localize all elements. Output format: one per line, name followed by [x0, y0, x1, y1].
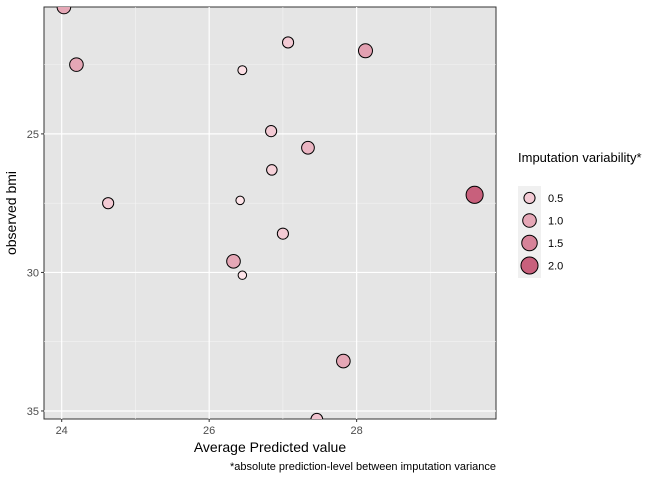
legend-key	[521, 234, 538, 252]
caption: *absolute prediction-level between imput…	[230, 461, 496, 473]
data-point	[301, 140, 315, 155]
legend-key	[523, 191, 536, 205]
data-point	[281, 36, 295, 49]
legend-title: Imputation variability*	[518, 150, 642, 165]
data-point	[237, 270, 248, 280]
legend-label: 2.0	[548, 261, 563, 273]
legend-label: 1.5	[548, 238, 563, 250]
data-point	[357, 43, 373, 59]
data-point	[69, 57, 84, 72]
plot-panel	[43, 6, 497, 420]
data-point	[465, 185, 484, 204]
legend-key-background	[518, 186, 541, 278]
data-point	[56, 7, 72, 15]
y-tick-label: 35	[27, 406, 39, 418]
data-point	[237, 65, 248, 76]
x-tick-label: 28	[351, 425, 363, 437]
legend-key	[522, 213, 537, 228]
y-axis-label: observed bmi	[3, 171, 19, 255]
y-tick-label: 25	[27, 129, 39, 141]
x-axis-label: Average Predicted value	[194, 439, 346, 455]
data-point	[276, 227, 289, 240]
legend-label: 0.5	[548, 193, 563, 205]
points-group	[56, 7, 484, 419]
data-point	[266, 164, 278, 176]
data-point	[102, 197, 115, 210]
legend-label: 1.0	[548, 216, 563, 228]
x-tick-label: 26	[203, 425, 215, 437]
y-tick-label: 30	[27, 267, 39, 279]
x-tick-label: 24	[56, 425, 68, 437]
data-point	[310, 412, 324, 419]
data-point	[265, 125, 278, 138]
legend-key	[520, 256, 539, 275]
data-point	[226, 254, 241, 269]
data-point	[235, 195, 245, 206]
data-point	[336, 353, 351, 369]
